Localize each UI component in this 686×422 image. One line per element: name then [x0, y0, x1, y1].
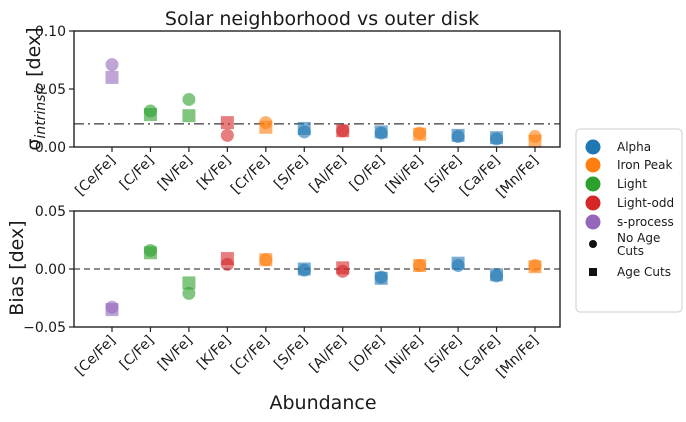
sigma-x-tick-label: [Mn/Fe] [493, 153, 541, 201]
bias-x-tick-label: [Cr/Fe] [228, 333, 273, 378]
bias-x-tick-label: [Mn/Fe] [493, 333, 541, 381]
bias-panel: Bias [dex] −0.05 0.00 0.05 [Ce/Fe][C/Fe][N/… [6, 204, 561, 381]
sigma-no-age-cuts-marker-alfe [336, 124, 350, 138]
sigma-no-age-cuts-marker-mnfe [528, 130, 542, 144]
bias-no-age-cuts-marker-sife [451, 259, 465, 273]
sigma-x-tick-label: [S/Fe] [271, 153, 311, 193]
sigma-y-tick-label: 0.00 [35, 140, 66, 156]
sigma-plot-frame [73, 30, 561, 148]
bias-no-age-cuts-marker-mnfe [528, 259, 542, 273]
bias-no-age-cuts-marker-nfe [182, 286, 196, 300]
legend-box [575, 128, 683, 313]
bias-no-age-cuts-marker-ofe [374, 270, 388, 284]
legend-label-iron-peak: Iron Peak [617, 158, 673, 172]
legend-label-age-cuts: Age Cuts [617, 265, 671, 279]
bias-x-tick-label: [O/Fe] [347, 333, 388, 374]
y-axis-label-bias: Bias [dex] [6, 220, 28, 315]
legend-marker-light-odd [585, 195, 601, 211]
bias-x-tick-label: [Ni/Fe] [383, 333, 427, 377]
legend-label-s-process: s-process [617, 215, 674, 229]
sigma-x-tick-label: [C/Fe] [117, 153, 158, 194]
sigma-x-tick-label: [Cr/Fe] [228, 153, 273, 198]
sigma-no-age-cuts-marker-sife [451, 130, 465, 144]
sigma-no-age-cuts-marker-cefe [105, 58, 119, 72]
bias-no-age-cuts-marker-cfe [143, 243, 157, 257]
bias-y-tick-label: 0.05 [35, 204, 66, 220]
bias-no-age-cuts-marker-cafe [490, 269, 504, 283]
legend-marker-alpha [585, 139, 601, 155]
bias-x-tick-label: [S/Fe] [271, 333, 311, 373]
bias-x-tick-label: [Ce/Fe] [72, 333, 119, 380]
bias-no-age-cuts-marker-crfe [259, 253, 273, 267]
bias-y-tick-label: 0.00 [35, 262, 66, 278]
chart-title: Solar neighborhood vs outer disk [165, 8, 479, 30]
bias-no-age-cuts-marker-alfe [336, 264, 350, 278]
sigma-no-age-cuts-marker-nife [413, 126, 427, 140]
sigma-x-tick-label: [Al/Fe] [306, 153, 349, 196]
legend-marker-no-age-cuts [589, 240, 597, 248]
sigma-y-tick-label: 0.10 [35, 24, 66, 40]
bias-no-age-cuts-marker-nife [413, 259, 427, 273]
sigma-x-tick-label: [N/Fe] [155, 153, 196, 194]
sigma-no-age-cuts-marker-ofe [374, 126, 388, 140]
sigma-no-age-cuts-marker-nfe [182, 92, 196, 106]
sigma-age-cuts-marker-nfe [182, 109, 196, 123]
legend-marker-iron-peak [585, 157, 601, 173]
sigma-no-age-cuts-marker-sfe [297, 125, 311, 139]
bias-no-age-cuts-marker-sfe [297, 263, 311, 277]
sigma-age-cuts-marker-cefe [105, 70, 119, 84]
legend-label-light-odd: Light-odd [617, 196, 674, 210]
y-axis-label-sigma: σintrinsic [dex] [23, 27, 49, 150]
sigma-no-age-cuts-marker-kfe [220, 128, 234, 142]
legend-label-no-age-cuts: No Age Cuts [617, 231, 660, 258]
sigma-intrinsic-panel: σintrinsic [dex] 0.00 0.05 0.10 [Ce/Fe][C/F… [23, 24, 561, 201]
sigma-no-age-cuts-marker-cafe [490, 132, 504, 146]
bias-no-age-cuts-marker-cefe [105, 300, 119, 314]
bias-no-age-cuts-marker-kfe [220, 257, 234, 271]
legend-marker-s-process [585, 214, 601, 230]
x-axis-label: Abundance [269, 392, 376, 414]
legend: Alpha Iron Peak Light Light-odd s-process No … [575, 128, 683, 313]
bias-x-tick-label: [N/Fe] [155, 333, 196, 374]
bias-x-tick-label: [Al/Fe] [306, 333, 349, 376]
sigma-x-tick-label: [O/Fe] [347, 153, 388, 194]
bias-y-tick-label: −0.05 [23, 320, 66, 336]
sigma-x-tick-label: [Ce/Fe] [72, 153, 119, 200]
bias-age-cuts-marker-nfe [182, 276, 196, 290]
legend-marker-age-cuts [589, 268, 597, 276]
bias-x-tick-label: [C/Fe] [117, 333, 158, 374]
sigma-no-age-cuts-marker-cfe [143, 104, 157, 118]
sigma-x-tick-label: [Ni/Fe] [383, 153, 427, 197]
sigma-no-age-cuts-marker-crfe [259, 116, 273, 130]
legend-label-light: Light [617, 177, 647, 191]
sigma-y-tick-label: 0.05 [35, 82, 66, 98]
legend-marker-light [585, 176, 601, 192]
sigma-age-cuts-marker-kfe [220, 116, 234, 130]
legend-label-alpha: Alpha [617, 140, 651, 154]
